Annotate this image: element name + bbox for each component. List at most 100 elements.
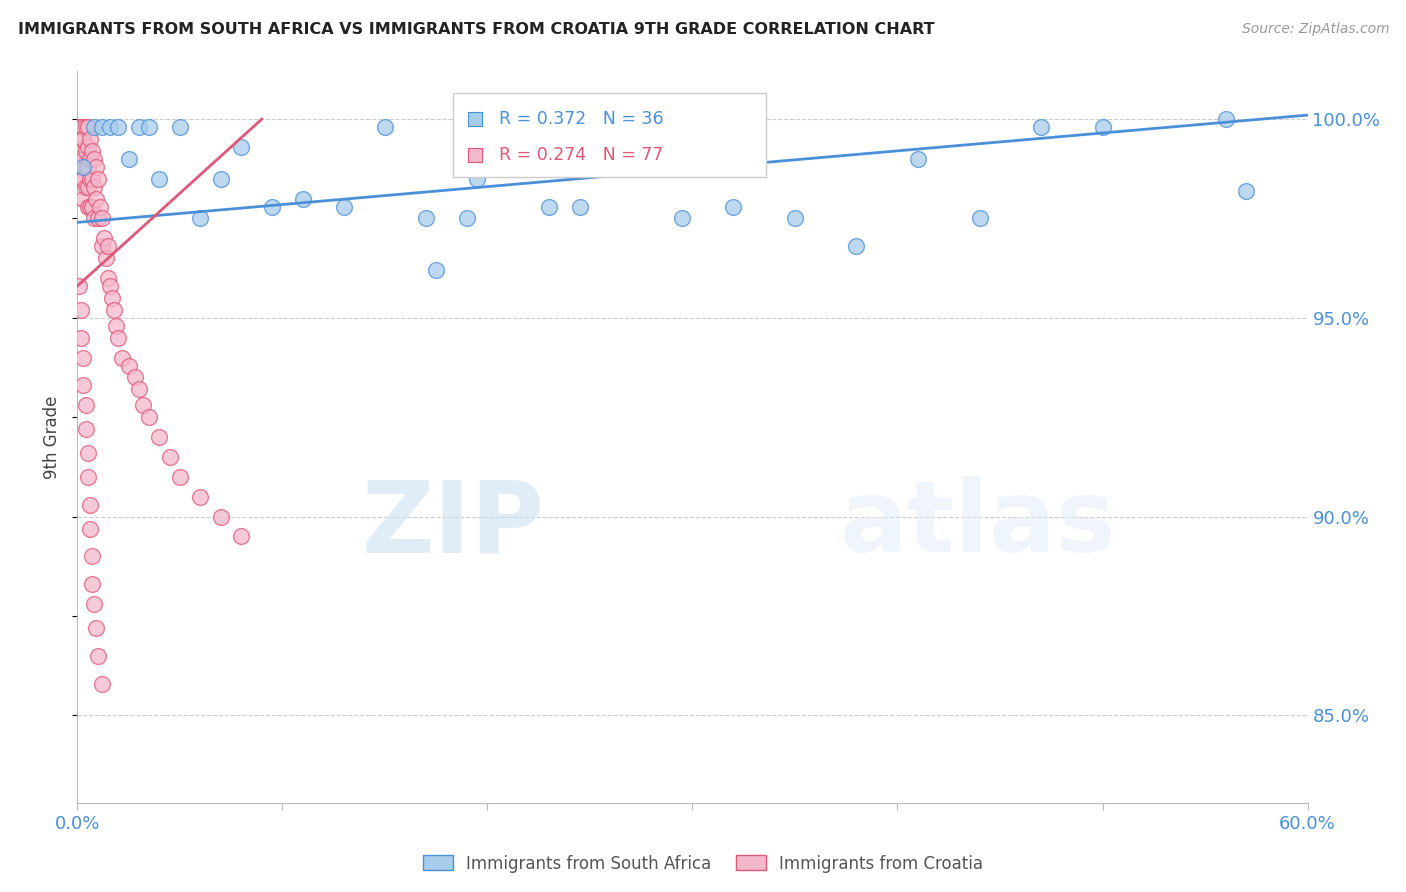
Point (1215, 112, 1237, 126)
Point (128, 383, 150, 397)
Point (79, 522, 101, 536)
Point (188, 490, 212, 504)
Point (138, 410, 160, 425)
Point (76, 160, 98, 174)
Point (728, 370, 751, 384)
Point (169, 120, 191, 134)
Point (79, 200, 101, 214)
Point (496, 120, 519, 134)
Point (76, 179, 98, 194)
Point (845, 239, 868, 253)
Point (333, 200, 356, 214)
Point (783, 211, 806, 226)
Point (425, 263, 447, 277)
Point (117, 359, 139, 373)
Point (105, 318, 128, 333)
Point (80, 200, 103, 214)
Point (97, 271, 120, 285)
Point (72, 192, 94, 206)
Point (465, 171, 488, 186)
Point (93, 231, 115, 245)
Point (907, 152, 929, 166)
Point (90, 676, 114, 690)
Point (79, 152, 101, 166)
Text: IMMIGRANTS FROM SOUTH AFRICA VS IMMIGRANTS FROM CROATIA 9TH GRADE CORRELATION CH: IMMIGRANTS FROM SOUTH AFRICA VS IMMIGRAN… (18, 22, 935, 37)
Point (117, 152, 139, 166)
Point (132, 398, 155, 412)
Point (209, 509, 232, 524)
Point (101, 291, 124, 305)
Point (169, 470, 191, 484)
Point (76, 200, 98, 214)
Point (70, 132, 93, 146)
Point (1029, 120, 1052, 134)
Point (231, 140, 253, 154)
Point (87, 171, 110, 186)
Point (148, 171, 170, 186)
Point (209, 171, 232, 186)
Point (72, 171, 94, 186)
Point (969, 211, 991, 226)
Point (72, 120, 94, 134)
Text: Source: ZipAtlas.com: Source: ZipAtlas.com (1241, 22, 1389, 37)
Point (159, 450, 181, 464)
Point (76, 120, 98, 134)
Point (80, 549, 103, 564)
Point (72, 152, 94, 166)
Point (67, 152, 90, 166)
Point (70, 171, 93, 186)
Point (67, 120, 90, 134)
Point (87, 648, 110, 663)
Text: R = 0.372   N = 36: R = 0.372 N = 36 (499, 110, 664, 128)
Point (98, 279, 121, 293)
Point (80, 171, 103, 186)
Point (75, 398, 97, 412)
Point (103, 302, 125, 317)
Point (94, 251, 117, 265)
Text: ZIP: ZIP (361, 476, 546, 574)
Point (188, 211, 212, 226)
Point (111, 351, 134, 365)
Point (728, 569, 751, 583)
Point (262, 200, 284, 214)
Point (70, 144, 93, 158)
Point (98, 120, 121, 134)
Point (79, 171, 101, 186)
Point (75, 160, 97, 174)
Point (124, 370, 146, 384)
Point (90, 120, 114, 134)
Point (138, 120, 160, 134)
Point (723, 200, 745, 214)
Point (568, 200, 591, 214)
Point (72, 132, 94, 146)
Point (84, 192, 107, 206)
Point (620, 140, 643, 154)
Point (67, 132, 90, 146)
Point (80, 144, 103, 158)
Point (75, 179, 97, 194)
Point (87, 211, 110, 226)
Text: atlas: atlas (841, 476, 1116, 574)
Point (70, 302, 93, 317)
Point (107, 331, 129, 345)
Point (83, 179, 105, 194)
Point (79, 498, 101, 512)
Point (90, 211, 114, 226)
Point (148, 430, 170, 444)
Point (456, 211, 478, 226)
Point (97, 239, 120, 253)
Point (70, 160, 93, 174)
Point (90, 239, 114, 253)
Point (415, 211, 437, 226)
Text: R = 0.274   N = 77: R = 0.274 N = 77 (499, 146, 664, 164)
Point (79, 132, 101, 146)
Point (72, 160, 94, 174)
Point (75, 120, 97, 134)
Point (231, 529, 253, 543)
Y-axis label: 9th Grade: 9th Grade (44, 395, 62, 479)
Point (83, 597, 105, 611)
Point (83, 152, 105, 166)
Point (76, 470, 98, 484)
Point (1091, 120, 1114, 134)
Point (70, 120, 93, 134)
